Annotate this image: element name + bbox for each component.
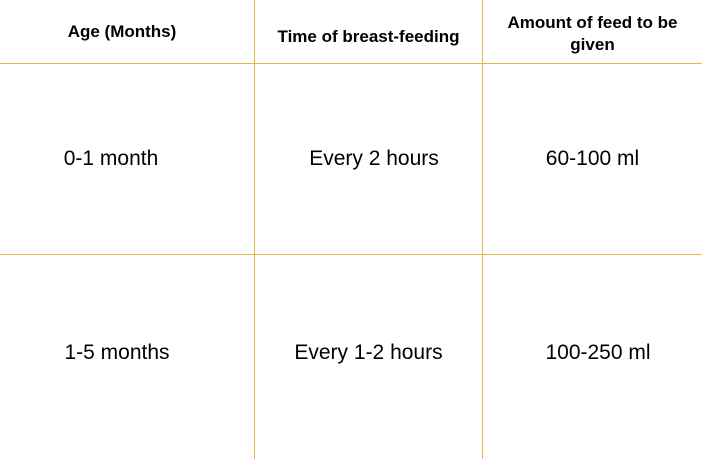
row1-feeding-time: Every 2 hours xyxy=(309,147,439,170)
row2-feeding-time: Every 1-2 hours xyxy=(294,341,443,364)
header-divider xyxy=(0,63,702,64)
row-divider xyxy=(0,254,702,255)
row1-feed-amount: 60-100 ml xyxy=(545,147,640,170)
header-age: Age (Months) xyxy=(67,21,177,41)
header-feed-amount: Amount of feed to be given xyxy=(507,12,678,54)
header-feeding-time: Time of breast-feeding xyxy=(277,26,460,46)
row1-age: 0-1 month xyxy=(63,147,159,170)
row2-feed-amount: 100-250 ml xyxy=(545,341,651,364)
row2-age: 1-5 months xyxy=(64,341,170,364)
column-divider-1 xyxy=(254,0,255,459)
column-divider-2 xyxy=(482,0,483,459)
